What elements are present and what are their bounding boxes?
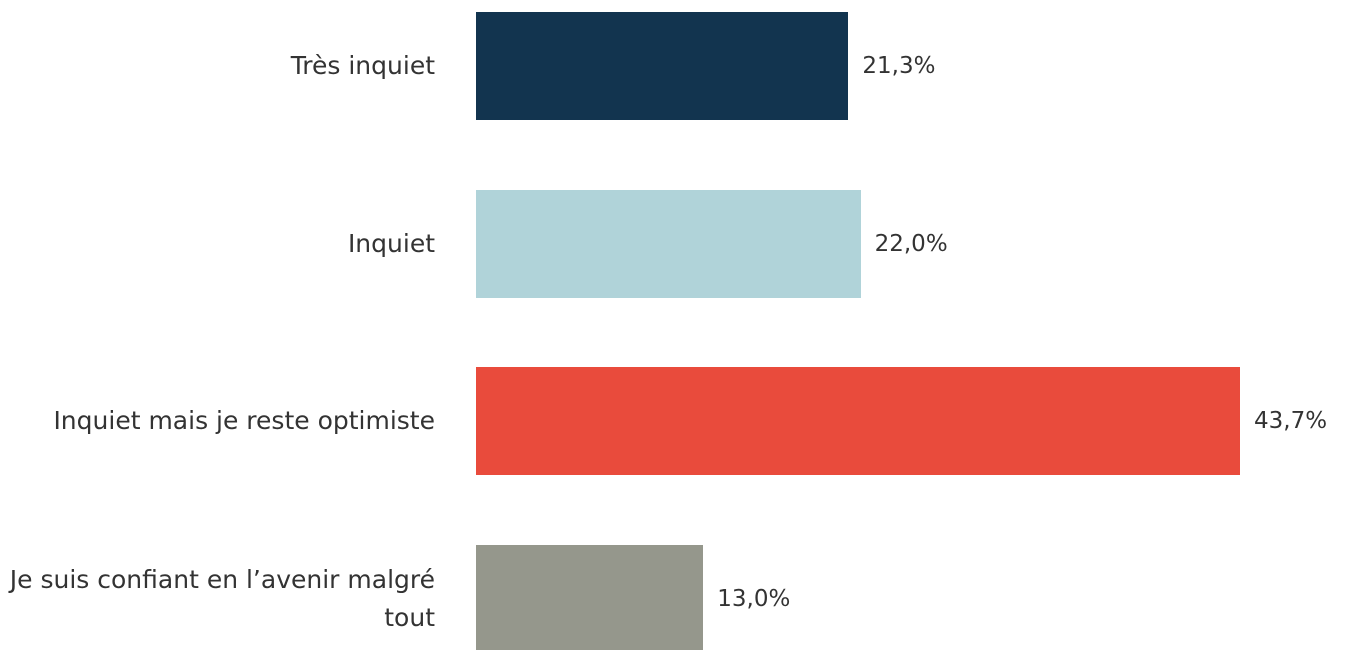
value-label: 22,0%	[874, 230, 948, 257]
bar	[476, 12, 849, 120]
bar	[476, 189, 861, 298]
bar	[476, 367, 1240, 475]
category-label: Je suis confiant en l’avenir malgré tout	[9, 564, 435, 632]
value-label: 13,0%	[717, 585, 791, 612]
category-label: Inquiet mais je reste optimiste	[53, 406, 435, 435]
value-label: 21,3%	[862, 53, 936, 79]
category-label: Très inquiet	[290, 51, 435, 80]
category-label: Inquiet	[347, 228, 435, 258]
bar	[476, 544, 704, 650]
value-label: 43,7%	[1254, 408, 1328, 434]
